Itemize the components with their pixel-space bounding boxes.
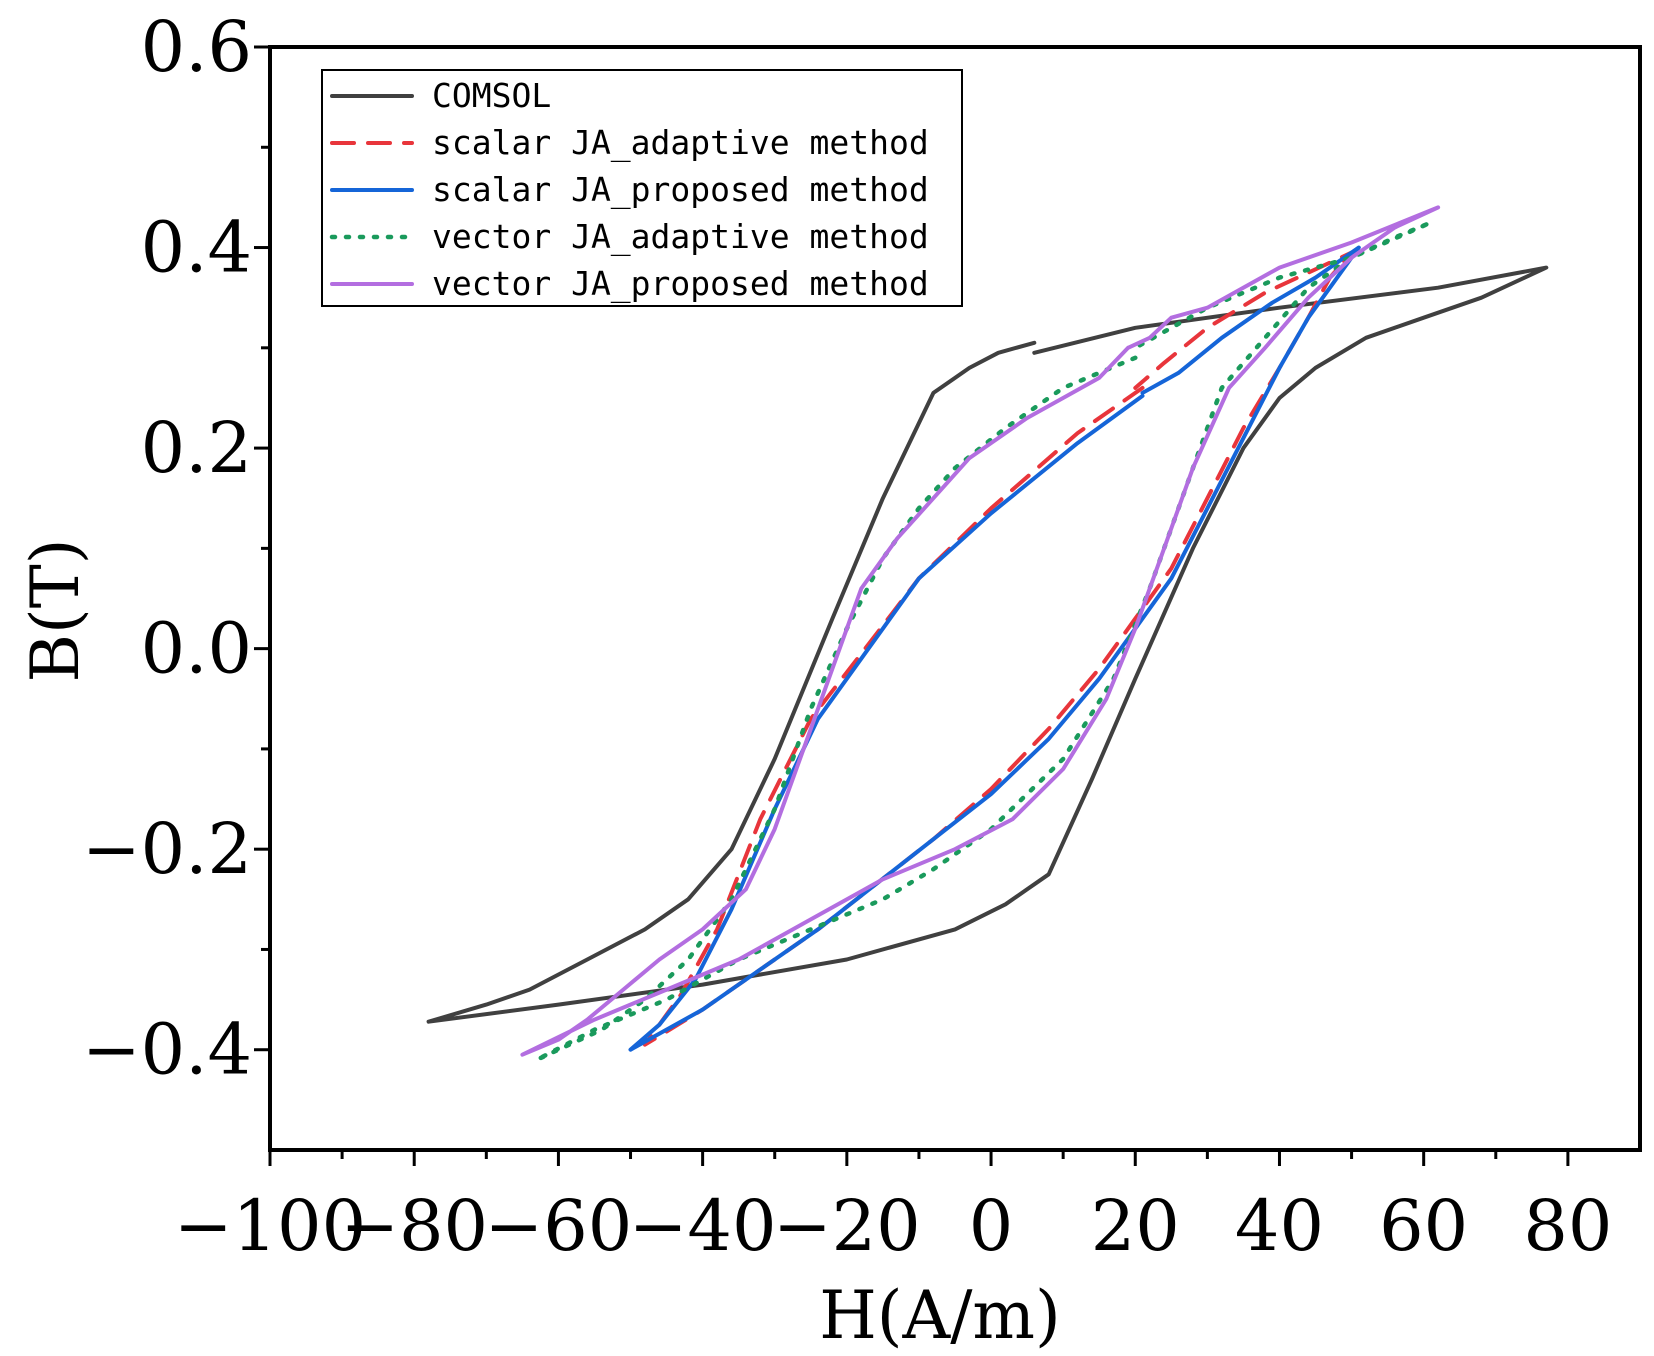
x-tick-label: 80 [1523, 1185, 1612, 1267]
x-tick-label: −40 [629, 1185, 777, 1267]
y-tick-label: −0.2 [82, 808, 252, 890]
x-tick-label: −60 [485, 1185, 633, 1267]
x-tick-label: 20 [1091, 1185, 1180, 1267]
series-line-0 [426, 265, 1549, 1024]
legend-box [321, 69, 963, 307]
y-tick-label: 0.4 [141, 207, 252, 289]
series-line-3 [534, 220, 1434, 1063]
series-lines [426, 205, 1549, 1063]
legend: COMSOL scalar JA_adaptive method scalar JA… [321, 69, 963, 307]
series-line-4 [520, 205, 1441, 1057]
x-tick-label: 60 [1379, 1185, 1468, 1267]
legend-label-0: COMSOL [432, 76, 551, 115]
y-axis-title: B(T) [17, 538, 94, 682]
legend-label-1: scalar JA_adaptive method [432, 123, 929, 163]
y-tick-label: 0.2 [141, 407, 252, 489]
y-tick-label: −0.4 [82, 1009, 252, 1091]
y-tick-label: 0.0 [141, 608, 252, 690]
x-tick-label: −80 [340, 1185, 488, 1267]
x-axis-title: H(A/m) [819, 1277, 1061, 1354]
legend-label-4: vector JA_proposed method [432, 264, 929, 304]
legend-label-3: vector JA_adaptive method [432, 217, 929, 257]
axes: −100−80−60−40−20 0 20 40 60 80 −0.4 −0.2 0.0 0.2 0… [17, 6, 1642, 1354]
x-tick-label: 0 [969, 1185, 1014, 1267]
x-tick-label: −20 [773, 1185, 921, 1267]
legend-label-2: scalar JA_proposed method [432, 170, 929, 210]
plot-frame [268, 45, 1642, 1152]
y-tick-label: 0.6 [141, 6, 252, 88]
x-tick-label: −100 [174, 1185, 366, 1267]
x-tick-label: 40 [1235, 1185, 1324, 1267]
